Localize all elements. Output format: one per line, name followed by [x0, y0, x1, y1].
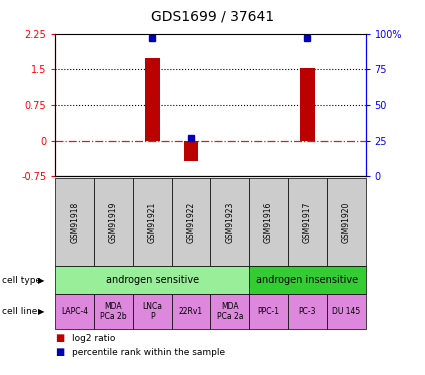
Text: GSM91920: GSM91920: [342, 201, 351, 243]
Text: percentile rank within the sample: percentile rank within the sample: [72, 348, 225, 357]
Text: GDS1699 / 37641: GDS1699 / 37641: [151, 9, 274, 23]
Text: GSM91918: GSM91918: [70, 202, 79, 243]
Text: GSM91916: GSM91916: [264, 201, 273, 243]
Text: PC-3: PC-3: [299, 307, 316, 316]
Text: GSM91919: GSM91919: [109, 201, 118, 243]
Text: GSM91917: GSM91917: [303, 201, 312, 243]
Text: ■: ■: [55, 348, 65, 357]
Text: ▶: ▶: [38, 307, 45, 316]
Text: GSM91921: GSM91921: [148, 202, 157, 243]
Bar: [184, 141, 198, 160]
Text: GSM91923: GSM91923: [225, 201, 234, 243]
Text: LAPC-4: LAPC-4: [61, 307, 88, 316]
Text: 22Rv1: 22Rv1: [179, 307, 203, 316]
Text: PPC-1: PPC-1: [258, 307, 280, 316]
Text: MDA
PCa 2b: MDA PCa 2b: [100, 302, 127, 321]
Text: androgen sensitive: androgen sensitive: [106, 275, 199, 285]
Text: MDA
PCa 2a: MDA PCa 2a: [216, 302, 243, 321]
Text: GSM91922: GSM91922: [187, 202, 196, 243]
Text: androgen insensitive: androgen insensitive: [256, 275, 358, 285]
Bar: [300, 68, 314, 141]
Text: LNCa
P: LNCa P: [142, 302, 162, 321]
Text: ▶: ▶: [38, 276, 45, 285]
Text: log2 ratio: log2 ratio: [72, 334, 116, 343]
Text: ■: ■: [55, 333, 65, 343]
Bar: [145, 57, 159, 141]
Text: DU 145: DU 145: [332, 307, 360, 316]
Text: cell line: cell line: [2, 307, 37, 316]
Text: cell type: cell type: [2, 276, 41, 285]
